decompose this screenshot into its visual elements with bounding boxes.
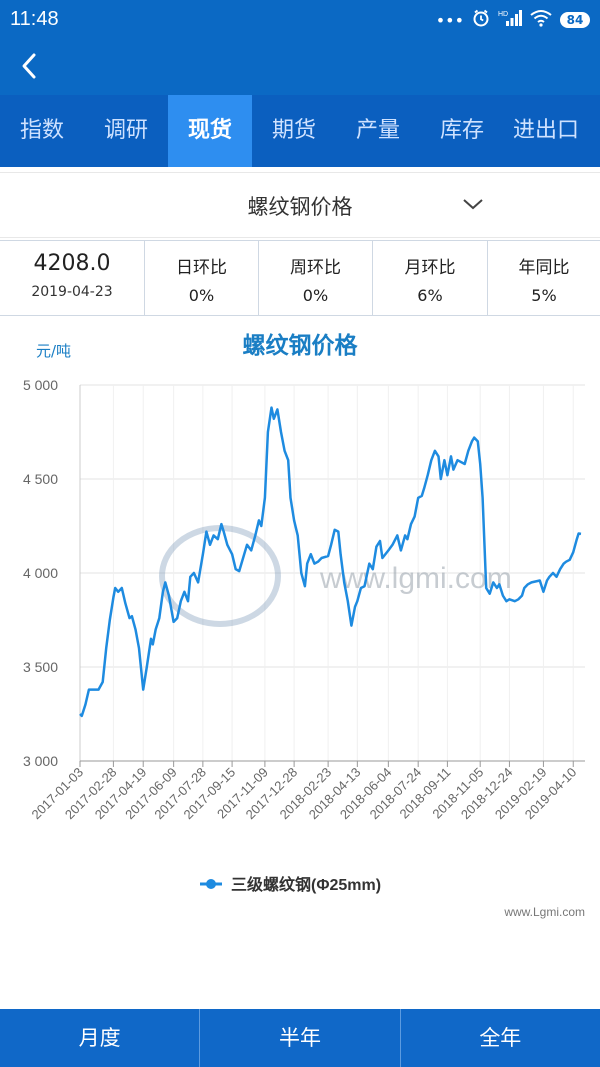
stat-weekly: 周环比 0% — [259, 241, 373, 315]
tab-output[interactable]: 产量 — [355, 118, 400, 143]
stat-name: 年同比 — [518, 258, 570, 278]
legend-label: 三级螺纹钢(Φ25mm) — [231, 875, 381, 894]
stat-price: 4208.0 2019-04-23 — [0, 241, 145, 315]
full-year-button[interactable]: 全年 — [479, 1026, 522, 1050]
dots-icon: ••• — [435, 10, 464, 30]
chevron-left-icon — [22, 53, 36, 79]
source-label: www.Lgmi.com — [503, 905, 585, 919]
stat-daily: 日环比 0% — [145, 241, 259, 315]
stat-yearly: 年同比 5% — [488, 241, 600, 315]
stat-value: 0% — [188, 286, 215, 305]
chart-title: 螺纹钢价格 — [242, 333, 358, 359]
battery-icon: 84 — [560, 12, 590, 28]
alarm-icon — [472, 9, 490, 31]
tab-futures[interactable]: 期货 — [271, 118, 316, 143]
price-stats: 4208.0 2019-04-23 日环比 0% 周环比 0% 月环比 6% 年… — [0, 240, 600, 316]
half-year-button[interactable]: 半年 — [200, 1009, 401, 1067]
tab-research[interactable]: 调研 — [103, 118, 148, 143]
back-button[interactable] — [16, 50, 46, 82]
tab-inventory[interactable]: 库存 — [439, 118, 484, 143]
legend-marker — [206, 879, 216, 889]
nav-bar — [0, 38, 600, 95]
y-axis-unit: 元/吨 — [36, 342, 72, 360]
hd-signal-icon: HD — [498, 9, 522, 31]
tab-spot[interactable]: 现货 — [168, 95, 252, 167]
current-price: 4208.0 — [33, 251, 111, 276]
stat-name: 月环比 — [404, 258, 456, 278]
selector-label: 螺纹钢价格 — [247, 195, 353, 219]
y-tick-label: 5 000 — [23, 377, 58, 393]
stat-value: 5% — [531, 286, 557, 305]
wifi-icon — [530, 9, 552, 31]
stat-name: 日环比 — [176, 258, 227, 278]
category-tabs: 指数 调研 现货 期货 产量 库存 进出口 — [0, 95, 600, 167]
watermark-text: www.lgmi.com — [319, 562, 512, 595]
monthly-button[interactable]: 月度 — [0, 1009, 201, 1067]
stat-value: 6% — [417, 286, 443, 305]
status-time: 11:48 — [10, 8, 59, 30]
product-selector[interactable]: 螺纹钢价格 — [0, 172, 600, 238]
tab-index[interactable]: 指数 — [19, 118, 64, 143]
chevron-down-icon — [463, 199, 483, 210]
status-icons: ••• HD 84 — [436, 9, 590, 31]
y-tick-label: 3 500 — [23, 659, 58, 675]
range-buttons: 月度 半年 全年 — [0, 1009, 600, 1067]
series-line — [79, 406, 582, 718]
y-tick-label: 4 500 — [23, 471, 58, 487]
price-date: 2019-04-23 — [31, 284, 113, 300]
stat-value: 0% — [302, 286, 329, 305]
stat-monthly: 月环比 6% — [373, 241, 488, 315]
y-tick-label: 4 000 — [23, 565, 58, 581]
svg-text:HD: HD — [498, 11, 508, 18]
stat-name: 周环比 — [290, 258, 341, 278]
tab-import-export[interactable]: 进出口 — [512, 118, 579, 143]
y-tick-label: 3 000 — [23, 753, 58, 769]
price-chart: 螺纹钢价格 元/吨 3 000 3 500 4 000 4 500 5 000 2017-… — [0, 318, 600, 928]
status-bar: 11:48 ••• HD 84 — [0, 0, 600, 38]
